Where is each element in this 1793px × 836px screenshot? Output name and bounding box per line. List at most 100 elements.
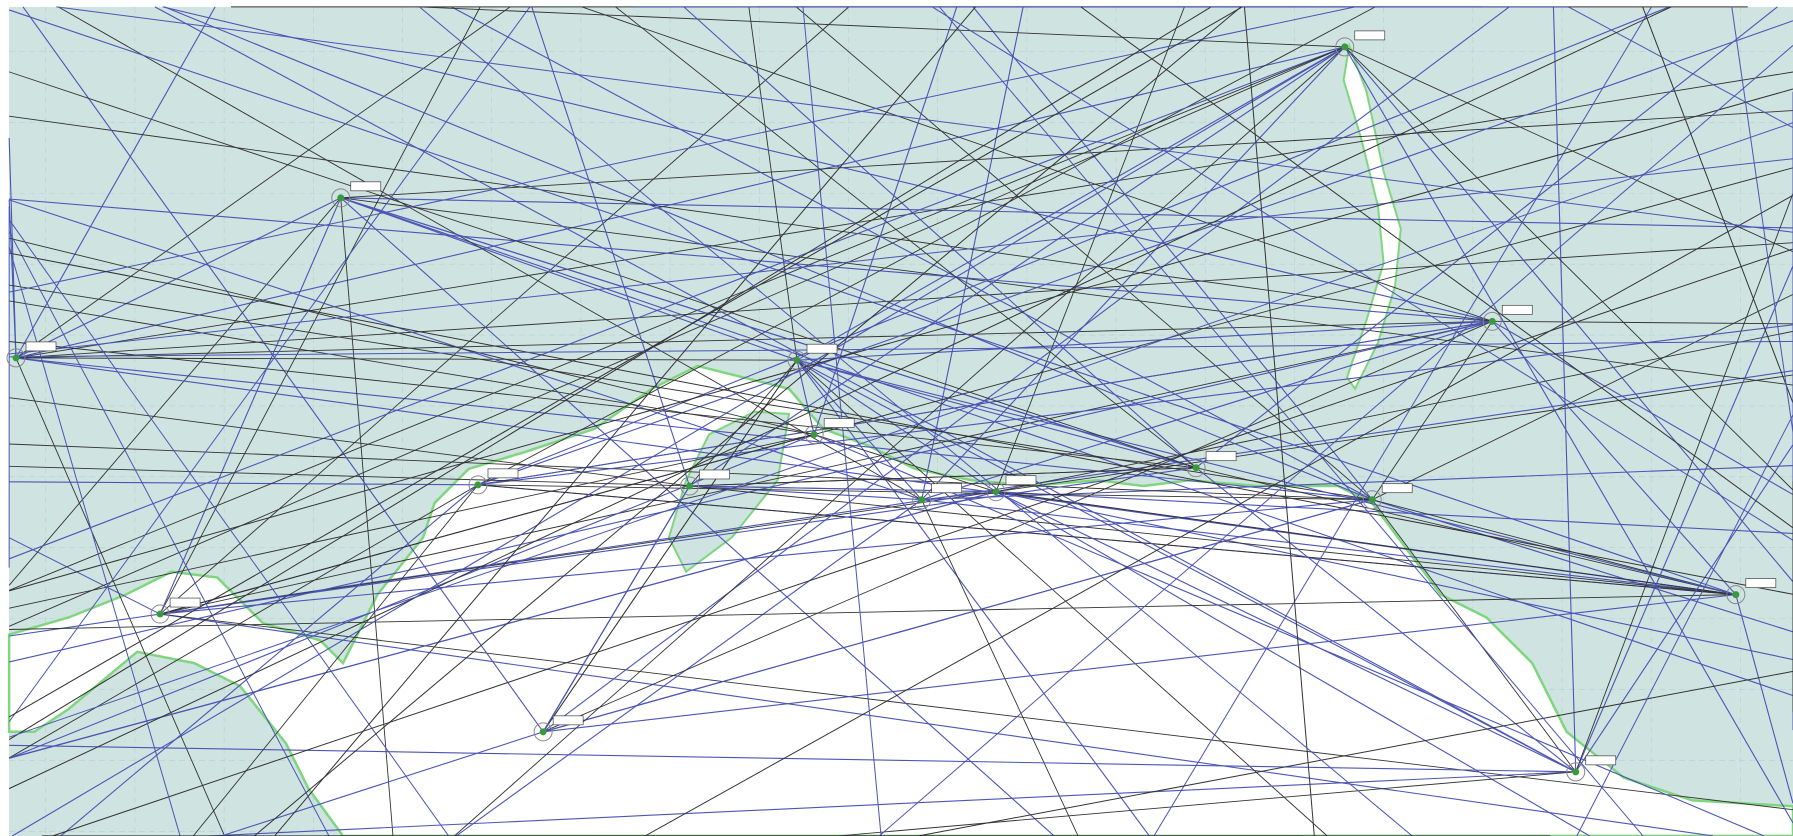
navaid-box (1501, 304, 1533, 315)
airway (159, 197, 342, 615)
airway (8, 6, 1243, 718)
airway (1080, 6, 1793, 529)
airway (795, 6, 1373, 501)
airway (1372, 499, 1736, 596)
airway (1344, 46, 1793, 491)
airway (57, 6, 922, 501)
airway (477, 484, 1373, 501)
navaid-ring (986, 482, 1006, 502)
airway (8, 46, 1345, 591)
airway (22, 6, 544, 733)
navaid (1488, 317, 1496, 325)
airway (1491, 320, 1737, 595)
airway (542, 485, 690, 733)
navaid-ring (1362, 490, 1382, 510)
airway (154, 6, 1576, 773)
airway (8, 219, 449, 836)
airway (477, 6, 1670, 486)
navaid (474, 481, 482, 489)
navaid-ring (331, 188, 351, 208)
airway (160, 467, 1197, 615)
airway (796, 359, 1150, 836)
airway (419, 6, 1413, 836)
navaid-box (931, 483, 963, 494)
airway (1491, 320, 1793, 496)
airway (1642, 6, 1793, 404)
airway (1576, 414, 1793, 836)
airway (340, 197, 798, 361)
navaid-box (487, 468, 519, 479)
navaid-box (1205, 451, 1237, 462)
navaid-ring (1335, 37, 1355, 57)
navaid (1732, 591, 1740, 599)
navaid (156, 610, 164, 618)
navaid-ring (468, 475, 488, 495)
airway (159, 6, 481, 615)
airway (1492, 320, 1793, 325)
airway (1344, 46, 1793, 253)
navaid-ring (804, 425, 824, 445)
airway (1567, 6, 1793, 129)
airway (1371, 321, 1493, 500)
airway (9, 198, 1493, 322)
navaid-box (1381, 483, 1413, 494)
airway (15, 357, 1373, 501)
airway (9, 443, 1373, 501)
airway (1344, 46, 1793, 583)
navaids (6, 30, 1777, 782)
airway (542, 320, 1493, 733)
airway (995, 374, 1793, 493)
airway (9, 300, 815, 435)
navaid (1192, 464, 1200, 472)
airway (838, 771, 1576, 836)
navaid-ring (6, 348, 26, 368)
airway (192, 484, 479, 836)
airway (796, 359, 923, 501)
navaid-box (25, 341, 57, 352)
airway (8, 197, 342, 586)
airway (9, 320, 1493, 663)
airway (543, 499, 1373, 733)
airway (1195, 467, 1577, 773)
airway (9, 465, 690, 487)
airway (1371, 499, 1577, 773)
airway (160, 499, 1373, 615)
airway (160, 370, 1793, 615)
navaid (12, 354, 20, 362)
navaid (1572, 768, 1580, 776)
airway (15, 71, 1793, 359)
airway (689, 467, 1197, 487)
airway (644, 194, 1793, 836)
airway (995, 491, 1793, 661)
airway (340, 110, 1793, 199)
airway (1371, 293, 1793, 501)
airway (1344, 46, 1793, 824)
airway (921, 6, 1024, 500)
airway (995, 6, 1185, 492)
airway (8, 46, 1345, 627)
navaid-box (350, 181, 382, 192)
navaid-ring (1482, 311, 1502, 331)
navaid (810, 431, 818, 439)
airway (477, 324, 1793, 486)
airway (9, 115, 1493, 322)
airway (160, 613, 1714, 836)
airway (8, 9, 1737, 596)
airway (995, 491, 1590, 836)
airway (543, 594, 1736, 733)
navaid (1368, 496, 1376, 504)
navaid (918, 496, 926, 504)
airway (581, 6, 1493, 322)
airway (995, 491, 1793, 534)
airway (159, 6, 850, 615)
airway (16, 357, 798, 361)
airway (814, 167, 1793, 435)
gulf (667, 410, 791, 574)
airway (1195, 6, 1778, 469)
navaid-ring (787, 350, 807, 370)
airway (8, 537, 161, 615)
airway (52, 248, 1793, 836)
navaid-box (552, 715, 584, 726)
navaid-ring (533, 722, 553, 742)
airway (531, 6, 691, 487)
